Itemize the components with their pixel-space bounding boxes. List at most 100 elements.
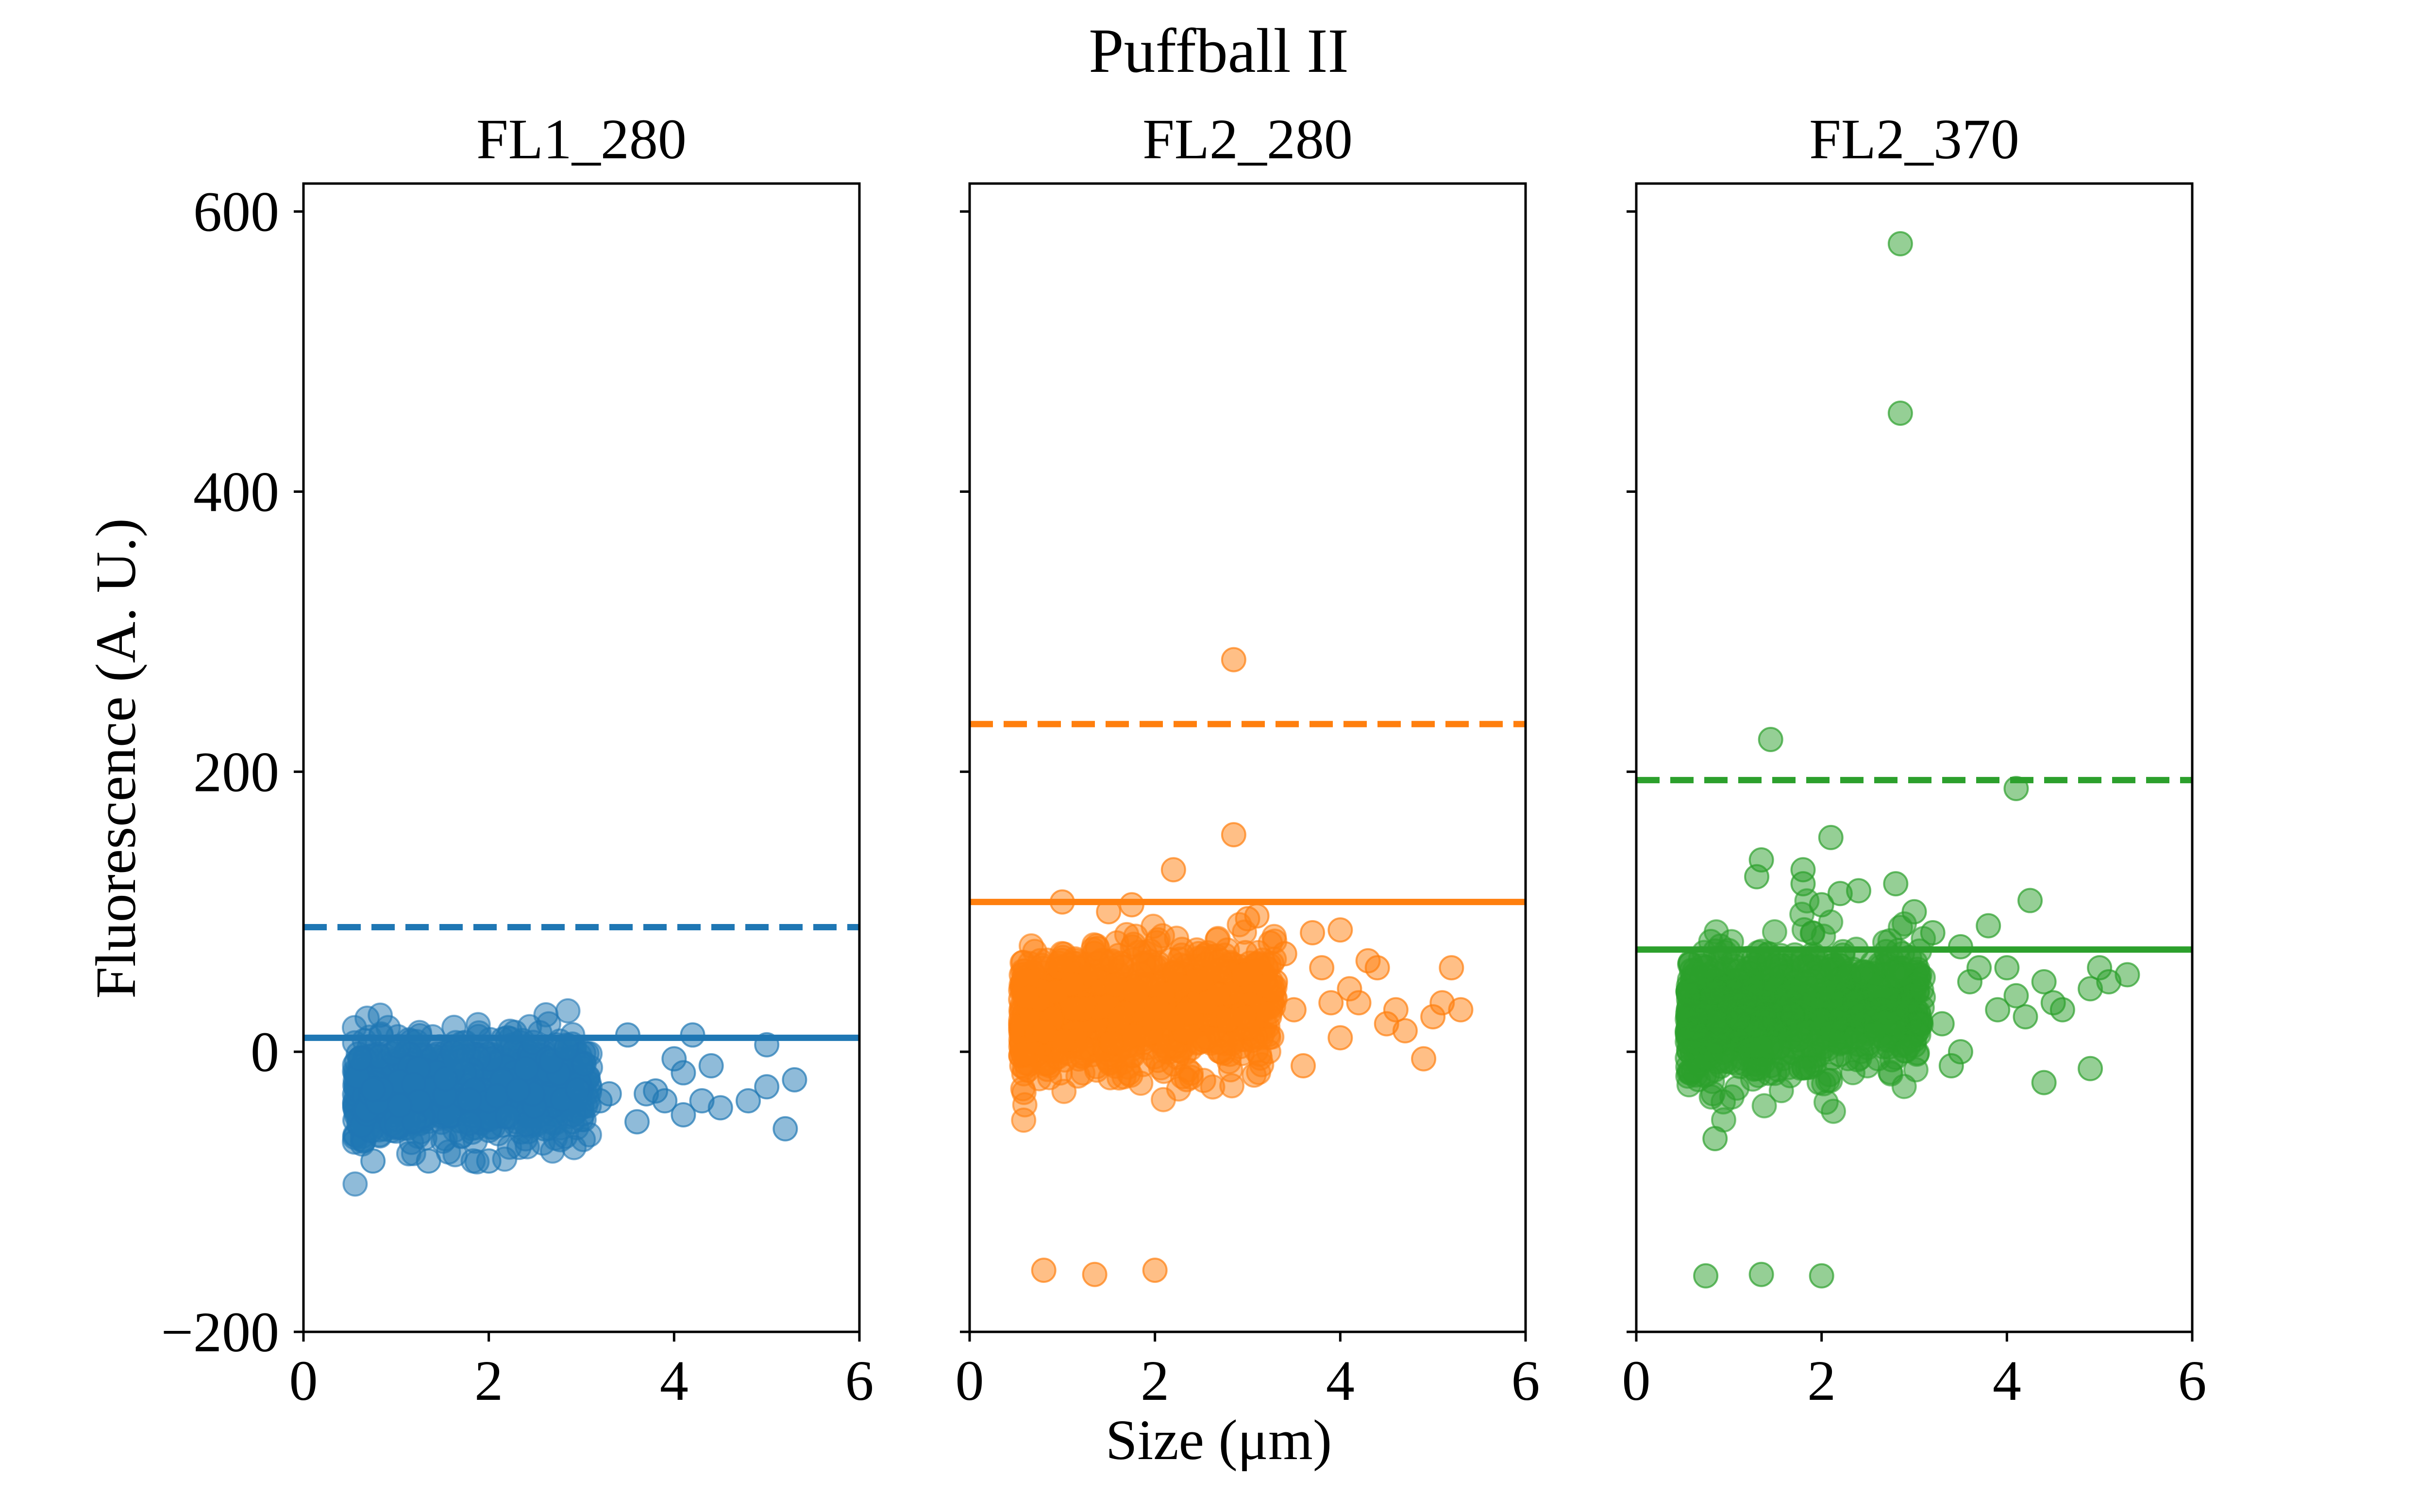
x-tick-label: 4 <box>1326 1349 1355 1412</box>
data-point <box>1819 1017 1845 1043</box>
subplot-2: FL2_280 0 2 4 6 <box>956 107 1540 1412</box>
data-point <box>1206 982 1231 1008</box>
data-point <box>1221 822 1246 848</box>
data-point <box>360 1148 386 1174</box>
data-point <box>707 1095 733 1121</box>
data-point <box>1346 990 1372 1016</box>
scatter-points <box>341 998 807 1197</box>
data-point <box>1309 955 1335 981</box>
data-point <box>342 1171 368 1197</box>
data-point <box>1846 878 1871 904</box>
data-point <box>1247 1045 1273 1071</box>
data-point <box>782 1067 807 1092</box>
y-tick-label: 600 <box>193 180 279 244</box>
data-point <box>571 1051 597 1077</box>
data-point <box>1815 1068 1841 1093</box>
data-point <box>1994 955 2020 981</box>
data-point <box>1901 899 1927 924</box>
data-point <box>1015 984 1041 1010</box>
data-point <box>1818 824 1844 850</box>
data-point <box>1682 958 1708 983</box>
data-point <box>643 1078 669 1104</box>
data-point <box>1011 1079 1037 1105</box>
data-point <box>1151 1087 1176 1112</box>
data-point <box>2013 1004 2038 1030</box>
data-point <box>1929 1011 1955 1037</box>
data-point <box>1123 977 1148 1003</box>
data-point <box>1976 913 2001 939</box>
data-point <box>1099 948 1125 974</box>
data-point <box>1835 1046 1861 1072</box>
data-point <box>1031 1258 1057 1283</box>
data-point <box>495 1104 521 1129</box>
data-point <box>1746 1056 1772 1081</box>
x-tick-label: 2 <box>1141 1349 1169 1412</box>
y-tick-label: 400 <box>193 460 279 524</box>
data-point <box>456 1110 482 1136</box>
data-point <box>1849 960 1875 986</box>
data-point <box>1300 920 1326 946</box>
data-point <box>1698 1037 1724 1063</box>
data-point <box>1221 647 1246 672</box>
data-point <box>1142 1044 1167 1070</box>
x-tick-label: 0 <box>956 1349 984 1412</box>
data-point <box>1010 1042 1036 1067</box>
data-point <box>1318 990 1344 1016</box>
data-point <box>1725 1006 1751 1032</box>
data-point <box>1327 917 1353 943</box>
data-point <box>1059 972 1085 997</box>
data-point <box>596 1081 622 1107</box>
data-point <box>1809 892 1834 918</box>
data-point <box>1985 997 2011 1023</box>
data-point <box>1084 1054 1109 1079</box>
data-point <box>1291 1053 1316 1079</box>
data-point <box>1790 871 1816 897</box>
data-point <box>360 1077 386 1103</box>
data-point <box>1779 1002 1805 1027</box>
data-point <box>1887 401 1913 426</box>
data-point <box>1966 955 1992 981</box>
data-point <box>1809 1263 1834 1289</box>
subplot-3: FL2_370 0 2 4 6 <box>1622 107 2207 1412</box>
data-point <box>443 1046 469 1072</box>
y-axis-label: Fluorescence (A. U.) <box>84 518 148 999</box>
data-point <box>2049 997 2075 1023</box>
data-point <box>1910 965 1936 991</box>
data-point <box>1887 231 1913 257</box>
axes-frame <box>302 182 861 1333</box>
data-point <box>1272 941 1297 967</box>
subplot-title: FL2_280 <box>1142 107 1353 171</box>
data-point <box>1748 1261 1774 1287</box>
data-point <box>1896 1034 1921 1059</box>
figure-title: Puffball II <box>1089 16 1349 86</box>
scatter-points <box>1674 231 2140 1289</box>
subplot-title: FL2_370 <box>1809 107 2019 171</box>
data-point <box>1876 987 1902 1012</box>
data-point <box>1791 917 1817 942</box>
y-tick-label: 200 <box>193 740 279 804</box>
data-point <box>1751 1093 1777 1119</box>
data-point <box>1144 995 1170 1021</box>
data-point <box>1131 952 1157 977</box>
data-point <box>456 1087 482 1112</box>
data-point <box>1107 1005 1133 1030</box>
data-point <box>1693 1263 1719 1289</box>
data-point <box>1374 1011 1399 1037</box>
data-point <box>1938 1053 1964 1079</box>
data-point <box>532 1116 557 1142</box>
data-point <box>2115 962 2140 988</box>
data-point <box>1160 857 1186 883</box>
data-point <box>1123 924 1149 949</box>
data-point <box>416 1148 441 1174</box>
data-point <box>1851 999 1877 1025</box>
data-point <box>1855 1031 1881 1057</box>
data-point <box>1885 963 1911 989</box>
data-point <box>1061 996 1087 1022</box>
data-point <box>1176 1001 1202 1026</box>
data-point <box>1051 1078 1077 1104</box>
data-point <box>1448 997 1474 1023</box>
data-point <box>2078 1056 2103 1081</box>
data-point <box>1873 1009 1898 1035</box>
axes-frame <box>968 182 1527 1333</box>
